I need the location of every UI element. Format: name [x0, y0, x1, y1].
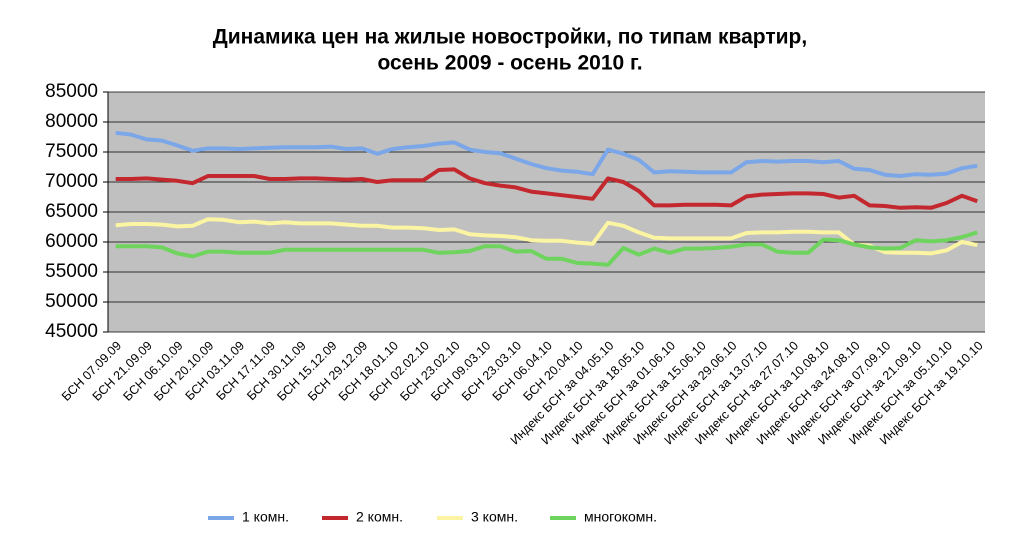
- series-line: [115, 130, 978, 178]
- y-tick-label: 80000: [45, 111, 98, 132]
- legend-label: многокомн.: [584, 509, 657, 525]
- y-tick-label: 45000: [45, 321, 98, 342]
- series-line: [115, 230, 978, 267]
- y-tick-label: 70000: [45, 171, 98, 192]
- series-line: [115, 217, 978, 256]
- chart-title: осень 2009 - осень 2010 г.: [377, 52, 642, 75]
- legend-label: 3 комн.: [471, 509, 518, 525]
- y-tick-label: 50000: [45, 291, 98, 312]
- y-tick-label: 55000: [45, 261, 98, 282]
- legend-label: 1 комн.: [242, 509, 289, 525]
- y-tick-label: 85000: [45, 81, 98, 102]
- y-tick-label: 65000: [45, 201, 98, 222]
- legend-label: 2 комн.: [356, 509, 403, 525]
- y-tick-label: 60000: [45, 231, 98, 252]
- chart-title: Динамика цен на жилые новостройки, по ти…: [213, 26, 807, 49]
- y-tick-label: 75000: [45, 141, 98, 162]
- series-line: [115, 167, 978, 210]
